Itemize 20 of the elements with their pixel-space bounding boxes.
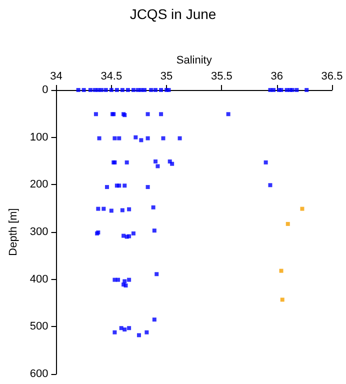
point — [279, 268, 284, 273]
y-tick-label: 0 — [42, 84, 48, 96]
x-tick-label: 36.5 — [321, 70, 343, 82]
y-tick-label: 300 — [30, 226, 48, 238]
y-tick-label: 200 — [30, 178, 48, 191]
x-tick-label: 34 — [50, 70, 62, 82]
x-axis-title: Salinity — [176, 54, 212, 66]
x-tick-label: 35.5 — [210, 70, 232, 82]
point — [300, 206, 304, 211]
chart-title: JCQS in June — [130, 6, 216, 22]
x-tick-label: 36 — [270, 70, 283, 82]
y-tick-label: 400 — [30, 273, 48, 286]
y-tick-label: 100 — [30, 131, 48, 144]
x-tick-label: 35 — [160, 70, 173, 82]
point — [280, 298, 284, 302]
y-axis-title: Depth [m] — [8, 208, 20, 256]
y-tick-label: 500 — [30, 320, 48, 333]
x-tick-label: 34.5 — [100, 70, 122, 82]
point — [286, 222, 290, 226]
y-tick-label: 600 — [30, 368, 48, 380]
